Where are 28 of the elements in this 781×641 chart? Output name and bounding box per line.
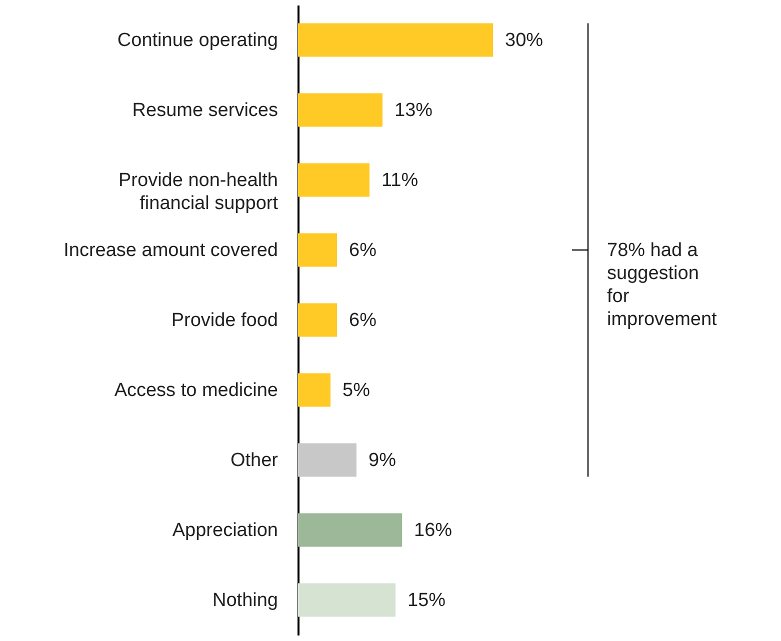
data-label: 5% [342, 380, 370, 401]
bar [298, 163, 370, 197]
y-tick-label: Provide food [171, 310, 278, 331]
bar [298, 233, 338, 267]
y-tick-label: Continue operating [117, 30, 278, 51]
data-label: 30% [505, 30, 544, 51]
bar [298, 443, 357, 477]
y-tick-label: Increase amount covered [64, 240, 278, 261]
bar [298, 23, 494, 57]
bar [298, 373, 331, 407]
y-tick-label: Appreciation [172, 520, 278, 541]
bar [298, 303, 338, 337]
data-label: 16% [414, 520, 452, 541]
bar [298, 513, 402, 547]
data-label: 9% [368, 450, 396, 471]
bar [298, 93, 383, 127]
data-label: 6% [349, 240, 377, 261]
bar [298, 583, 396, 617]
data-label: 11% [382, 170, 418, 191]
data-label: 15% [408, 590, 446, 611]
data-label: 13% [394, 100, 433, 121]
y-tick-label: Access to medicine [114, 380, 278, 401]
y-tick-label: Other [230, 450, 279, 471]
data-label: 6% [349, 310, 377, 331]
y-tick-label: Provide non-health financial support [118, 170, 279, 214]
text: 78% had a suggestion for improvement [607, 240, 718, 330]
y-tick-label: Resume services [132, 100, 278, 121]
y-tick-label: Nothing [212, 590, 278, 611]
